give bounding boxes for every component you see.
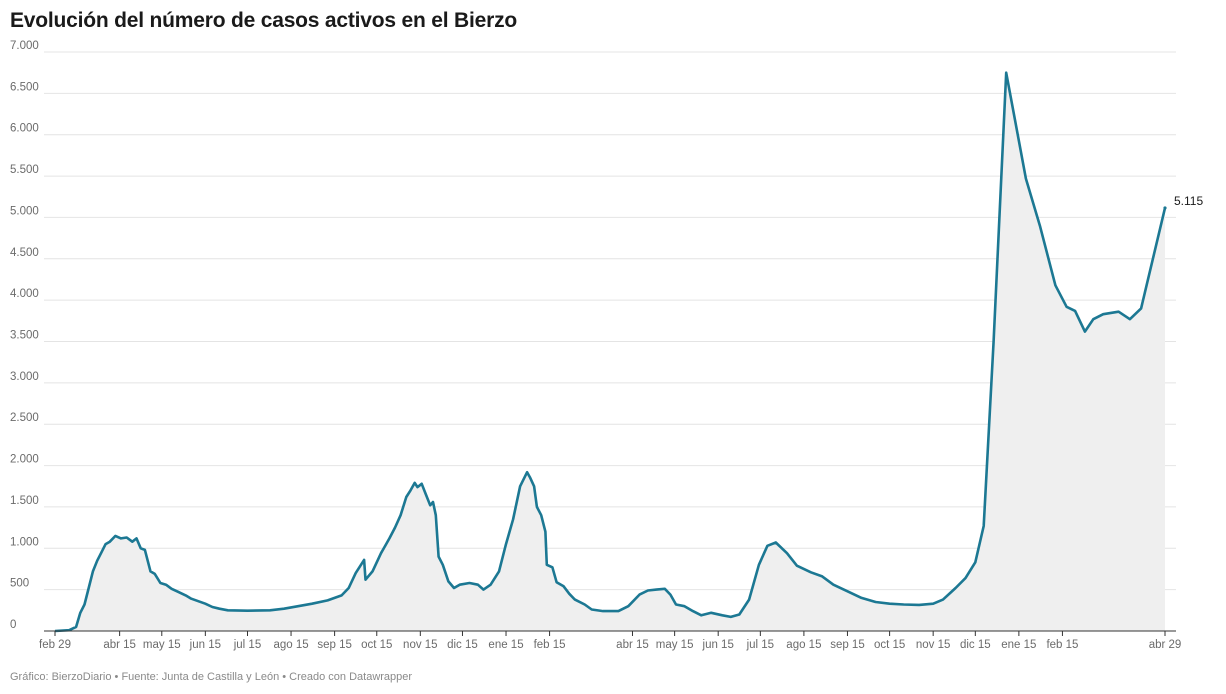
y-tick-label: 1.000 bbox=[10, 536, 39, 548]
x-axis-tick-labels: feb 29 abr 15 may 15 jun 15 jul 15 ago 15 sep … bbox=[39, 639, 1181, 651]
x-tick-label: jun 15 bbox=[189, 639, 221, 651]
y-tick-label: 5.000 bbox=[10, 205, 39, 217]
y-tick-label: 7.000 bbox=[10, 40, 39, 52]
x-tick-label: nov 15 bbox=[403, 639, 438, 651]
chart-title: Evolución del número de casos activos en… bbox=[10, 9, 517, 32]
x-tick-label: dic 15 bbox=[960, 639, 991, 651]
y-tick-label: 4.000 bbox=[10, 288, 39, 300]
area-fill bbox=[55, 72, 1165, 631]
x-tick-label: feb 29 bbox=[39, 639, 71, 651]
series-line bbox=[54, 71, 1167, 633]
footer-credit: Gráfico: BierzoDiario • Fuente: Junta de… bbox=[10, 671, 413, 683]
y-tick-label: 6.500 bbox=[10, 81, 39, 93]
x-tick-label: may 15 bbox=[143, 639, 181, 651]
x-tick-label: sep 15 bbox=[317, 639, 352, 651]
x-tick-label: sep 15 bbox=[830, 639, 865, 651]
x-tick-label: feb 15 bbox=[1046, 639, 1078, 651]
y-tick-label: 2.500 bbox=[10, 412, 39, 424]
x-tick-label: abr 15 bbox=[616, 639, 649, 651]
x-tick-label: abr 15 bbox=[103, 639, 136, 651]
end-value-label: 5.115 bbox=[1174, 194, 1203, 208]
end-point-marker bbox=[1163, 206, 1167, 210]
x-tick-label: nov 15 bbox=[916, 639, 951, 651]
x-tick-label: oct 15 bbox=[361, 639, 392, 651]
x-tick-label: oct 15 bbox=[874, 639, 905, 651]
x-tick-label: abr 29 bbox=[1149, 639, 1182, 651]
x-tick-label: dic 15 bbox=[447, 639, 478, 651]
y-tick-label: 1.500 bbox=[10, 495, 39, 507]
x-axis-ticks bbox=[54, 631, 1166, 636]
y-tick-label: 4.500 bbox=[10, 247, 39, 259]
x-tick-label: may 15 bbox=[656, 639, 694, 651]
x-tick-label: feb 15 bbox=[534, 639, 566, 651]
x-tick-label: ago 15 bbox=[273, 639, 308, 651]
y-tick-label: 0 bbox=[10, 619, 16, 631]
x-tick-label: jul 15 bbox=[746, 639, 775, 651]
y-tick-label: 3.000 bbox=[10, 371, 39, 383]
x-tick-label: jun 15 bbox=[702, 639, 734, 651]
x-tick-label: ago 15 bbox=[786, 639, 821, 651]
y-tick-label: 3.500 bbox=[10, 330, 39, 342]
x-tick-label: ene 15 bbox=[488, 639, 523, 651]
y-tick-label: 500 bbox=[10, 578, 29, 590]
y-axis-tick-labels: 0 500 1.000 1.500 2.000 2.500 3.000 3.500 4.000 4… bbox=[10, 40, 39, 631]
y-tick-label: 6.000 bbox=[10, 123, 39, 135]
x-tick-label: jul 15 bbox=[233, 639, 262, 651]
y-tick-label: 5.500 bbox=[10, 164, 39, 176]
y-tick-label: 2.000 bbox=[10, 454, 39, 466]
x-tick-label: ene 15 bbox=[1001, 639, 1036, 651]
